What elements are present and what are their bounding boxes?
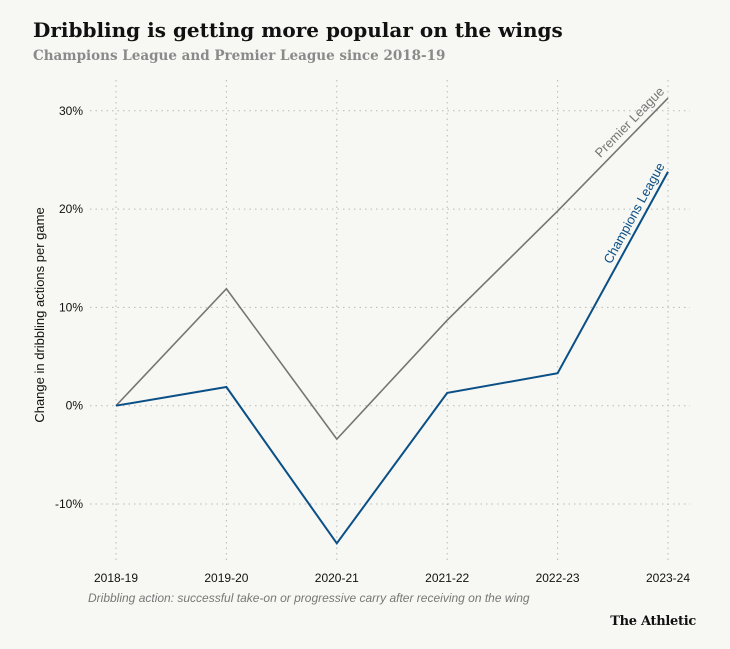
y-axis-label: Change in dribbling actions per game bbox=[32, 207, 47, 422]
y-tick-label: 0% bbox=[66, 399, 84, 413]
chart-note: Dribbling action: successful take-on or … bbox=[88, 591, 530, 605]
x-tick-label: 2022-23 bbox=[536, 571, 580, 585]
the-athletic-logo: The Athletic bbox=[610, 614, 696, 629]
series-label: Premier League bbox=[592, 84, 667, 161]
y-tick-label: 10% bbox=[59, 300, 83, 314]
y-tick-label: 30% bbox=[59, 104, 83, 118]
chart-subtitle: Champions League and Premier League sinc… bbox=[33, 48, 446, 64]
chart-title: Dribbling is getting more popular on the… bbox=[33, 18, 563, 42]
series-line-champions-league bbox=[115, 171, 669, 546]
x-tick-label: 2019-20 bbox=[204, 571, 248, 585]
x-tick-label: 2020-21 bbox=[315, 571, 359, 585]
series-label: Champions League bbox=[600, 160, 667, 266]
x-tick-label: 2021-22 bbox=[425, 571, 469, 585]
y-tick-label: 20% bbox=[59, 202, 83, 216]
y-tick-label: -10% bbox=[55, 497, 83, 511]
x-tick-label: 2023-24 bbox=[646, 571, 690, 585]
x-tick-label: 2018-19 bbox=[94, 571, 138, 585]
series-line-premier-league bbox=[115, 97, 669, 441]
